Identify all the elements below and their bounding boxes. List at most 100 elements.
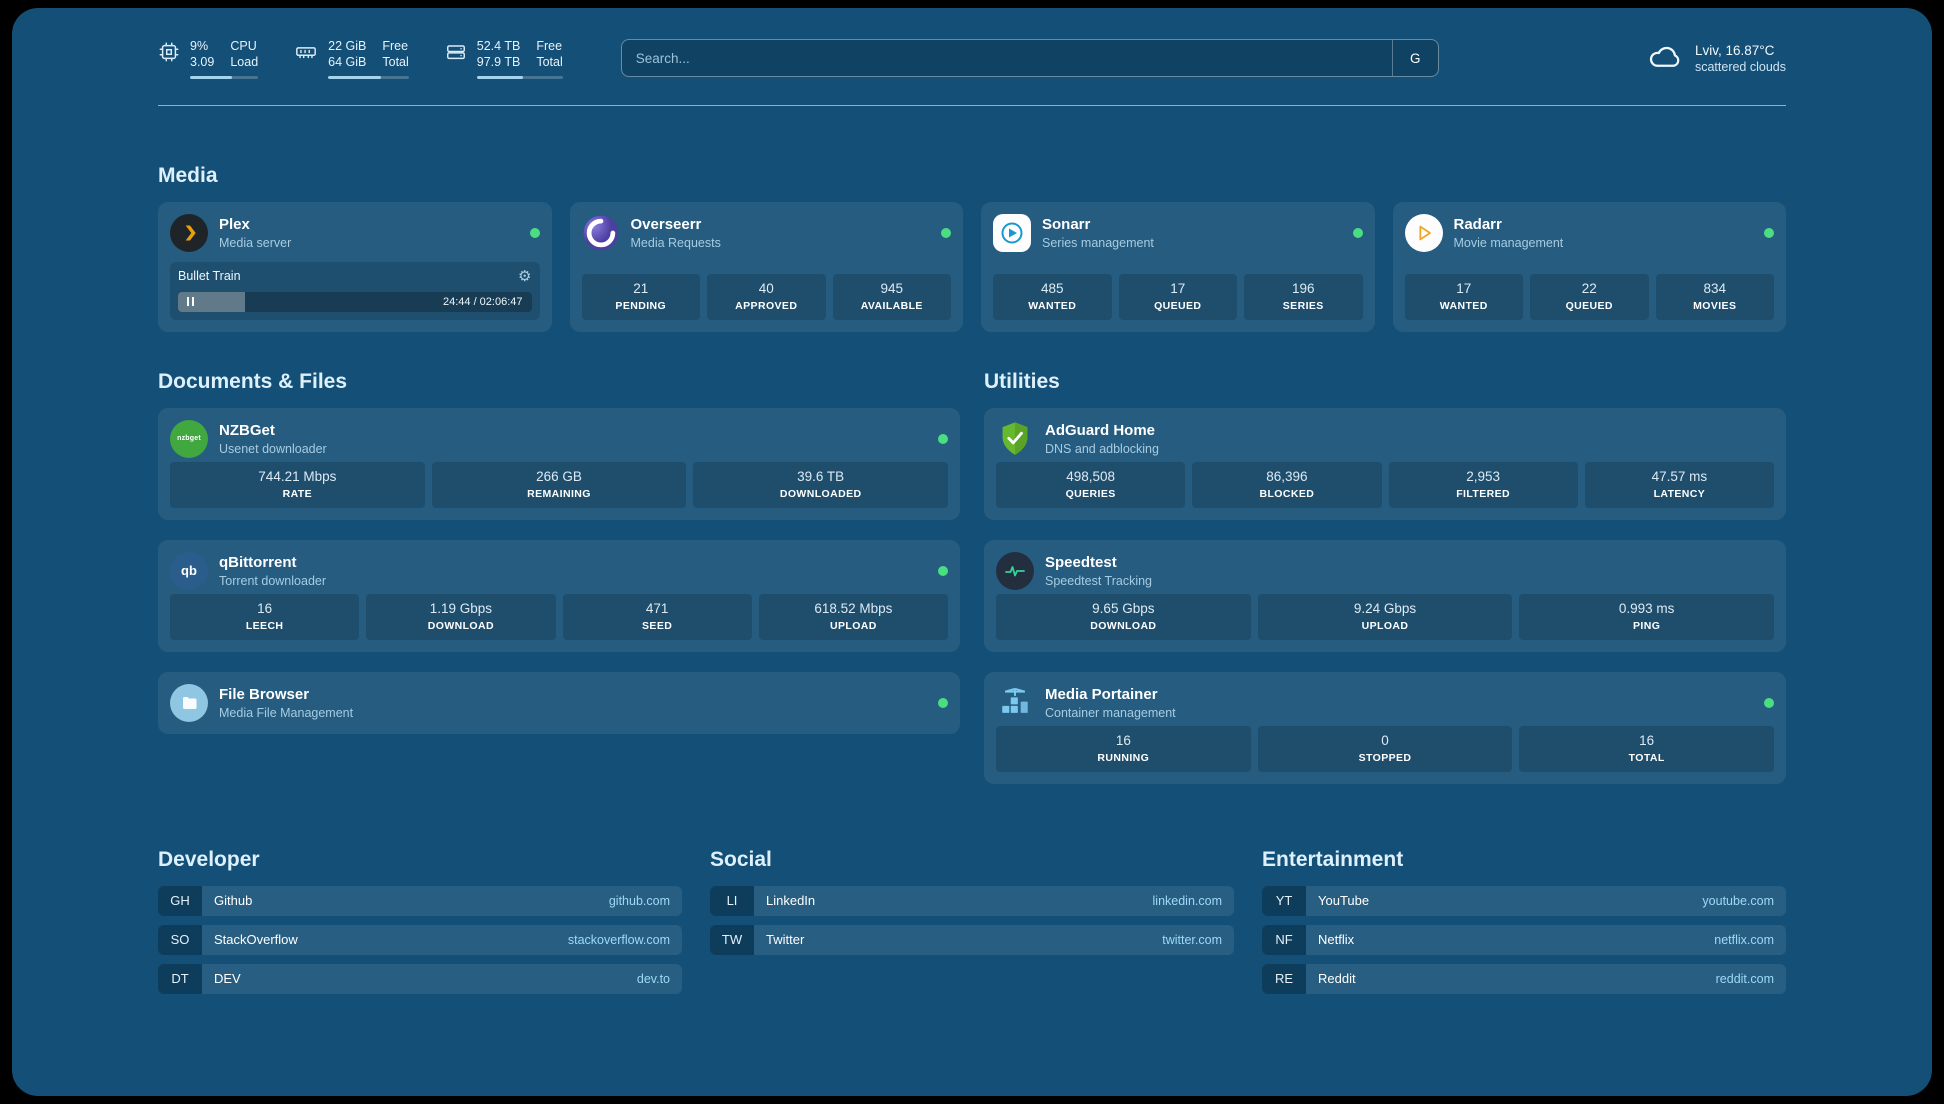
bookmark-abbr: RE bbox=[1262, 963, 1306, 994]
memory-total-value: 64 GiB bbox=[328, 55, 367, 70]
app-subtitle: Usenet downloader bbox=[219, 441, 327, 456]
app-subtitle: Movie management bbox=[1453, 235, 1564, 250]
adguard-icon bbox=[996, 420, 1034, 458]
adguard-card[interactable]: AdGuard Home DNS and adblocking 498,508 Q… bbox=[984, 407, 1786, 520]
stat-box: 17 QUEUED bbox=[1118, 273, 1237, 320]
bookmark-name: DEV bbox=[214, 971, 241, 986]
radarr-card[interactable]: Radarr Movie management 17 WANTED 22 QUEUE… bbox=[1392, 201, 1786, 332]
cpu-label: CPU bbox=[230, 39, 257, 53]
status-dot bbox=[938, 565, 948, 576]
stat-box: 39.6 TB DOWNLOADED bbox=[693, 461, 948, 508]
bookmark-abbr: DT bbox=[158, 963, 202, 994]
media-section: Media Plex Media server bbox=[158, 164, 1786, 332]
bookmark-name: Github bbox=[214, 893, 253, 908]
bookmark-name: Reddit bbox=[1318, 971, 1356, 986]
app-subtitle: Container management bbox=[1045, 705, 1176, 720]
cpu-usage-value: 9% bbox=[190, 39, 209, 53]
social-bookmarks: Social LI LinkedIn linkedin.com TW Twitte… bbox=[710, 848, 1234, 955]
dashboard: 9% 3.09 CPU Load bbox=[12, 8, 1932, 1096]
stat-box: 744.21 Mbps RATE bbox=[170, 461, 425, 508]
weather-widget: Lviv, 16.87°C scattered clouds bbox=[1647, 41, 1786, 76]
system-widgets: 9% 3.09 CPU Load bbox=[158, 38, 563, 79]
stat-box: 16 TOTAL bbox=[1519, 725, 1774, 772]
gear-icon[interactable]: ⚙ bbox=[518, 267, 532, 285]
status-dot bbox=[938, 697, 948, 708]
bookmark-name: Twitter bbox=[766, 932, 805, 947]
disk-total-label: Total bbox=[536, 55, 563, 70]
bookmark-dev[interactable]: DT DEV dev.to bbox=[158, 963, 682, 994]
disk-total-value: 97.9 TB bbox=[476, 55, 521, 70]
bookmark-domain: dev.to bbox=[636, 971, 670, 986]
app-title: qBittorrent bbox=[219, 553, 297, 571]
stat-box: 1.19 Gbps DOWNLOAD bbox=[366, 593, 556, 640]
stat-box: 16 LEECH bbox=[170, 593, 360, 640]
stat-box: 0 STOPPED bbox=[1257, 725, 1513, 772]
social-section-title: Social bbox=[710, 847, 772, 871]
app-title: Speedtest bbox=[1045, 553, 1117, 571]
disk-icon bbox=[445, 41, 467, 68]
bookmark-domain: github.com bbox=[608, 893, 670, 908]
sonarr-icon bbox=[993, 213, 1031, 252]
status-dot bbox=[938, 433, 948, 444]
sonarr-card[interactable]: Sonarr Series management 485 WANTED 17 QUE… bbox=[981, 201, 1375, 332]
bookmark-linkedin[interactable]: LI LinkedIn linkedin.com bbox=[710, 885, 1234, 916]
portainer-card[interactable]: Media Portainer Container management 16 R… bbox=[984, 671, 1786, 784]
speedtest-icon bbox=[996, 551, 1034, 590]
bookmark-name: YouTube bbox=[1318, 893, 1370, 908]
bookmark-abbr: SO bbox=[158, 924, 202, 955]
cpu-icon bbox=[158, 41, 180, 68]
media-section-title: Media bbox=[158, 163, 218, 187]
app-subtitle: Media server bbox=[219, 235, 292, 250]
memory-total-label: Total bbox=[382, 55, 409, 70]
bookmark-abbr: YT bbox=[1262, 885, 1306, 916]
documents-section-title: Documents & Files bbox=[158, 369, 348, 393]
nzbget-card[interactable]: nzbget NZBGet Usenet downloader 744.21 M… bbox=[158, 407, 960, 520]
search-input[interactable] bbox=[621, 40, 1392, 77]
memory-widget: 22 GiB 64 GiB Free Total bbox=[294, 38, 409, 79]
stat-box: 834 MOVIES bbox=[1655, 273, 1774, 320]
app-subtitle: Media File Management bbox=[219, 705, 354, 720]
qbittorrent-card[interactable]: qb qBittorrent Torrent downloader 16 LEEC… bbox=[158, 539, 960, 652]
stat-box: 0.993 ms PING bbox=[1519, 593, 1774, 640]
bookmark-stackoverflow[interactable]: SO StackOverflow stackoverflow.com bbox=[158, 924, 682, 955]
search-provider-button[interactable]: G bbox=[1391, 40, 1438, 77]
memory-usage-bar bbox=[328, 75, 409, 79]
stat-box: 618.52 Mbps UPLOAD bbox=[758, 593, 948, 640]
app-title: NZBGet bbox=[219, 421, 275, 439]
speedtest-card[interactable]: Speedtest Speedtest Tracking 9.65 Gbps DO… bbox=[984, 539, 1786, 652]
status-dot bbox=[1352, 227, 1363, 238]
bookmark-abbr: TW bbox=[710, 924, 754, 955]
pause-button[interactable] bbox=[187, 297, 194, 306]
playback-time: 24:44 / 02:06:47 bbox=[442, 295, 523, 308]
stat-box: 47.57 ms LATENCY bbox=[1584, 461, 1774, 508]
utilities-section-title: Utilities bbox=[984, 369, 1060, 393]
stat-box: 2,953 FILTERED bbox=[1388, 461, 1578, 508]
app-subtitle: Media Requests bbox=[630, 235, 721, 250]
plex-card[interactable]: Plex Media server Bullet Train ⚙ 24:44 /… bbox=[158, 201, 552, 332]
stat-box: 196 SERIES bbox=[1244, 273, 1363, 320]
cpu-load-value: 3.09 bbox=[190, 55, 215, 70]
app-subtitle: DNS and adblocking bbox=[1045, 441, 1159, 456]
overseerr-card[interactable]: Overseerr Media Requests 21 PENDING 40 APP… bbox=[569, 201, 963, 332]
bookmark-domain: reddit.com bbox=[1715, 971, 1774, 986]
bookmark-twitter[interactable]: TW Twitter twitter.com bbox=[710, 924, 1234, 955]
filebrowser-card[interactable]: File Browser Media File Management bbox=[158, 671, 960, 734]
bookmark-github[interactable]: GH Github github.com bbox=[158, 885, 682, 916]
app-title: Sonarr bbox=[1042, 215, 1091, 233]
overseerr-icon bbox=[582, 214, 620, 252]
entertainment-section-title: Entertainment bbox=[1262, 847, 1404, 871]
status-dot bbox=[529, 227, 540, 238]
stat-box: 17 WANTED bbox=[1404, 273, 1523, 320]
now-playing-title: Bullet Train bbox=[178, 269, 241, 283]
disk-free-value: 52.4 TB bbox=[476, 39, 521, 53]
bookmark-domain: stackoverflow.com bbox=[567, 932, 670, 947]
cpu-widget: 9% 3.09 CPU Load bbox=[158, 38, 259, 79]
bookmark-netflix[interactable]: NF Netflix netflix.com bbox=[1262, 924, 1786, 955]
stat-box: 485 WANTED bbox=[993, 273, 1112, 320]
portainer-icon bbox=[996, 684, 1034, 722]
bookmark-reddit[interactable]: RE Reddit reddit.com bbox=[1262, 963, 1786, 994]
playback-progress-bar[interactable]: 24:44 / 02:06:47 bbox=[178, 291, 532, 312]
search-bar: G bbox=[620, 39, 1439, 78]
bookmark-youtube[interactable]: YT YouTube youtube.com bbox=[1262, 885, 1786, 916]
cpu-load-label: Load bbox=[230, 55, 259, 70]
